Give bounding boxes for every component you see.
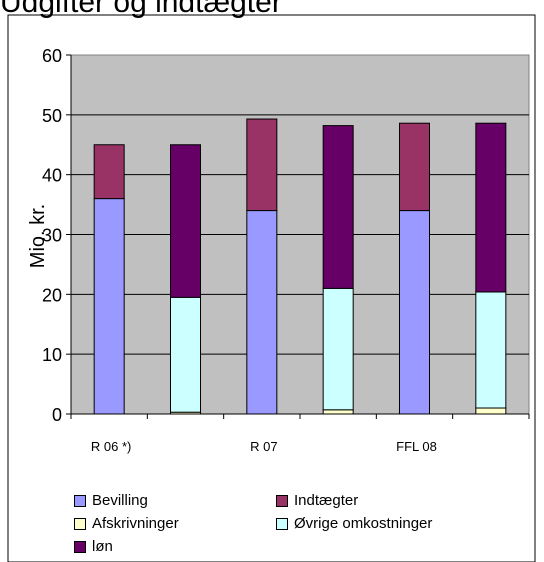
bar-segment-indtægter [93, 144, 125, 200]
legend-swatch [74, 494, 86, 507]
axes: 0 10 20 30 40 50 60 R 06 *) R 07 FFL 08 [42, 46, 530, 454]
legend-item-indtægter: Indtægter [276, 492, 358, 509]
y-tick-label: 40 [42, 166, 62, 186]
legend-item-afskrivninger: Afskrivninger [74, 515, 179, 532]
chart-border [7, 14, 536, 562]
legend-label: Indtægter [294, 492, 359, 509]
bar-segment-bevilling [246, 210, 278, 415]
bars [93, 118, 507, 415]
y-tick-label: 50 [42, 106, 62, 126]
legend-label: Afskrivninger [92, 515, 179, 532]
bar-segment-afskrivninger [322, 409, 354, 415]
legend-swatch [276, 494, 288, 507]
bar-segment-bevilling [399, 210, 430, 415]
y-tick-label: 60 [42, 46, 62, 66]
legend-label: Øvrige omkostninger [294, 515, 433, 532]
bar-segment-øvrige-omkostninger [322, 287, 354, 411]
y-tick-label: 20 [42, 285, 62, 305]
legend-swatch [276, 517, 288, 530]
y-tick-label: 30 [42, 226, 62, 246]
bar-segment-løn [322, 125, 354, 289]
y-axis-label: Mio. kr. [27, 204, 49, 268]
legend-item-løn: løn [74, 538, 113, 555]
bar-segment-indtægter [399, 122, 430, 212]
legend-swatch [74, 540, 86, 553]
legend-label: Bevilling [92, 492, 148, 509]
legend-swatch [74, 517, 86, 530]
bar-segment-bevilling [93, 198, 125, 415]
y-tick-label: 0 [52, 405, 62, 425]
bar-segment-løn [475, 122, 507, 293]
bar-segment-øvrige-omkostninger [170, 296, 201, 413]
x-category-label: R 07 [250, 439, 277, 454]
legend-item-bevilling: Bevilling [74, 492, 148, 509]
legend-item-øvrige-omkostninger: Øvrige omkostninger [276, 515, 432, 532]
gridlines [71, 114, 529, 355]
bar-segment-øvrige-omkostninger [475, 291, 507, 409]
bar-segment-indtægter [246, 118, 278, 212]
x-category-label: R 06 *) [91, 439, 131, 454]
chart-title: Udgifter og indtægter [0, 0, 282, 19]
x-category-label: FFL 08 [396, 439, 437, 454]
legend-label: løn [92, 538, 113, 555]
bar-segment-løn [170, 144, 201, 298]
y-tick-label: 10 [42, 345, 62, 365]
bar-segment-afskrivninger [475, 407, 507, 415]
